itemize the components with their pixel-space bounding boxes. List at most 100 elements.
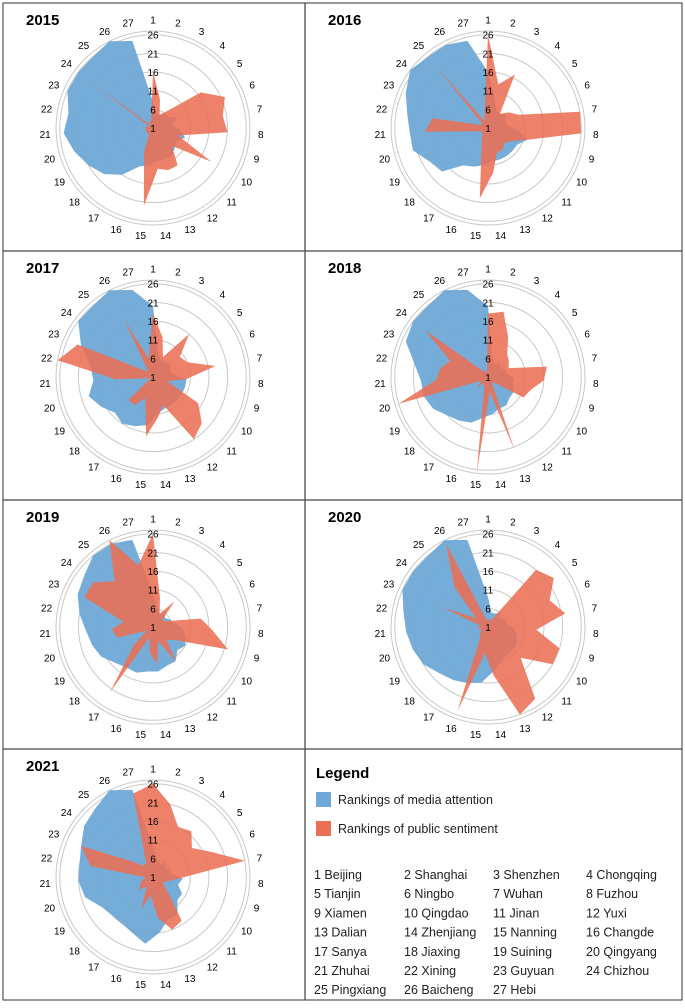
spoke-label: 1 [150,265,156,276]
spoke-label: 15 [135,231,147,242]
city-key-item: 23 Guyuan [493,964,554,978]
spoke-label: 25 [413,540,425,551]
radial-tick-label: 11 [483,586,494,597]
spoke-label: 4 [220,41,226,52]
radial-tick-label: 16 [147,68,159,79]
radial-tick-label: 11 [483,336,494,347]
spoke-label: 19 [54,427,66,438]
spoke-label: 6 [584,81,590,92]
spoke-label: 5 [572,59,578,70]
spoke-label: 3 [199,276,205,287]
spoke-label: 27 [458,18,470,29]
spoke-label: 12 [542,463,554,474]
city-key-item: 4 Chongqing [586,868,657,882]
spoke-label: 16 [111,474,123,485]
spoke-label: 2 [510,267,516,278]
spoke-label: 14 [160,231,172,242]
spoke-label: 10 [241,927,253,938]
grid-ring [412,301,564,453]
chart-title: 2018 [328,260,361,277]
spoke-label: 7 [592,354,598,365]
spoke-label: 11 [561,697,572,708]
spoke-label: 15 [470,231,482,242]
spoke-label: 4 [555,540,561,551]
chart-title: 2020 [328,509,361,526]
city-key-item: 10 Qingdao [404,906,469,920]
radial-tick-label: 6 [150,604,156,615]
spoke-label: 19 [54,677,66,688]
spoke-label: 24 [61,59,73,70]
panel-frame [304,748,683,1001]
city-key-item: 12 Yuxi [586,906,627,920]
spoke-label: 1 [150,16,156,27]
radial-tick-label: 26 [482,530,494,541]
spoke-label: 18 [404,198,416,209]
spoke-label: 14 [495,231,507,242]
spoke-label: 2 [175,517,181,528]
spoke-label: 21 [375,130,387,141]
legend-swatch-media [316,792,331,807]
legend-label-media: Rankings of media attention [338,793,493,807]
spoke-label: 25 [413,290,425,301]
spoke-label: 13 [184,225,196,236]
radial-tick-label: 1 [150,373,156,384]
spoke-label: 9 [254,904,260,915]
spoke-label: 26 [99,776,111,787]
spoke-label: 3 [199,27,205,38]
grid-ring [394,533,582,721]
spoke-label: 10 [241,178,253,189]
spoke-label: 15 [135,480,147,491]
city-key-item: 9 Xiamen [314,906,367,920]
city-key-item: 13 Dalian [314,926,367,940]
spoke-label: 1 [150,515,156,526]
city-key-item: 27 Hebi [493,983,536,997]
radial-tick-label: 21 [147,798,159,809]
city-key-item: 1 Beijing [314,868,362,882]
spoke-label: 12 [207,463,219,474]
spoke-label: 7 [257,354,263,365]
spoke-label: 22 [41,105,53,116]
spoke-label: 8 [258,379,264,390]
spoke-label: 11 [226,947,237,958]
spoke-label: 9 [589,155,595,166]
spoke-label: 22 [41,854,53,865]
radial-tick-label: 6 [485,105,491,116]
grid-ring [59,34,247,222]
spoke-label: 7 [257,854,263,865]
radial-tick-label: 1 [150,124,156,135]
grid-ring [390,279,586,475]
radial-tick-label: 6 [150,854,156,865]
city-key-item: 20 Qingyang [586,945,657,959]
series-media-area [405,40,528,172]
spoke-label: 16 [111,225,123,236]
spoke-label: 13 [184,474,196,485]
spoke-label: 2 [510,517,516,528]
spoke-label: 10 [576,427,588,438]
spoke-label: 15 [135,730,147,741]
spoke-label: 8 [593,379,599,390]
radial-tick-label: 26 [147,530,159,541]
spoke-label: 26 [99,526,111,537]
radial-tick-label: 26 [147,31,159,42]
spoke-label: 6 [249,830,255,841]
city-key-item: 25 Pingxiang [314,983,386,997]
spoke-label: 12 [207,214,219,225]
spoke-label: 6 [584,330,590,341]
spoke-label: 10 [241,677,253,688]
spoke-label: 27 [458,517,470,528]
radial-tick-label: 16 [482,68,494,79]
legend-label-sentiment: Rankings of public sentiment [338,822,498,836]
spoke-label: 16 [446,474,458,485]
spoke-label: 25 [78,290,90,301]
spoke-label: 16 [446,724,458,735]
spoke-label: 1 [485,265,491,276]
legend-title: Legend [316,765,369,782]
spoke-label: 18 [69,947,81,958]
spoke-label: 22 [41,354,53,365]
grid-ring [55,529,251,725]
radial-tick-label: 1 [485,373,491,384]
spoke-label: 18 [69,447,81,458]
